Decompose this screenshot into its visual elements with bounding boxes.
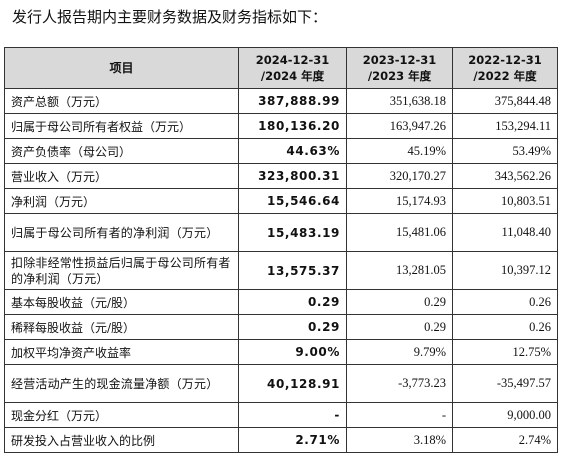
value-2023: 0.29 bbox=[346, 289, 453, 315]
table-row: 归属于母公司所有者的净利润（万元） 15,483.19 15,481.06 11… bbox=[4, 213, 558, 252]
value-2024: 44.63% bbox=[238, 138, 347, 164]
value-2023: 9.79% bbox=[346, 339, 453, 365]
value-2024: 9.00% bbox=[238, 339, 347, 365]
header-2022: 2022-12-31 /2022 年度 bbox=[452, 47, 558, 89]
value-2023: 3.18% bbox=[346, 427, 453, 453]
header-item: 项目 bbox=[4, 47, 239, 89]
header-2024: 2024-12-31 /2024 年度 bbox=[238, 47, 347, 89]
value-2023: 13,281.05 bbox=[346, 251, 453, 290]
value-2023: 15,481.06 bbox=[346, 213, 453, 252]
header-2024-date: 2024-12-31 bbox=[255, 53, 330, 67]
value-2023: - bbox=[346, 402, 453, 428]
intro-text: 发行人报告期内主要财务数据及财务指标如下： bbox=[12, 8, 328, 26]
header-2023-date: 2023-12-31 bbox=[362, 53, 437, 67]
value-2024: 13,575.37 bbox=[238, 251, 347, 290]
row-label: 扣除非经常性损益后归属于母公司所有者的净利润（万元） bbox=[4, 251, 239, 290]
value-2024: 15,546.64 bbox=[238, 188, 347, 214]
value-2022: 2.74% bbox=[452, 427, 558, 453]
value-2022: 53.49% bbox=[452, 138, 558, 164]
value-2023: 320,170.27 bbox=[346, 163, 453, 189]
value-2024: 40,128.91 bbox=[238, 364, 347, 403]
row-label: 净利润（万元） bbox=[4, 188, 239, 214]
table-row: 基本每股收益（元/股） 0.29 0.29 0.26 bbox=[4, 289, 558, 315]
value-2022: -35,497.57 bbox=[452, 364, 558, 403]
row-label: 研发投入占营业收入的比例 bbox=[4, 427, 239, 453]
row-label: 稀释每股收益（元/股） bbox=[4, 314, 239, 340]
value-2023: 45.19% bbox=[346, 138, 453, 164]
table-row: 资产负债率（母公司） 44.63% 45.19% 53.49% bbox=[4, 138, 558, 164]
row-label: 资产负债率（母公司） bbox=[4, 138, 239, 164]
table-row: 归属于母公司所有者权益（万元） 180,136.20 163,947.26 15… bbox=[4, 113, 558, 139]
value-2022: 12.75% bbox=[452, 339, 558, 365]
table-row: 稀释每股收益（元/股） 0.29 0.29 0.26 bbox=[4, 314, 558, 340]
value-2022: 343,562.26 bbox=[452, 163, 558, 189]
value-2022: 11,048.40 bbox=[452, 213, 558, 252]
value-2024: 2.71% bbox=[238, 427, 347, 453]
row-label: 加权平均净资产收益率 bbox=[4, 339, 239, 365]
table-row: 经营活动产生的现金流量净额（万元） 40,128.91 -3,773.23 -3… bbox=[4, 364, 558, 403]
row-label: 资产总额（万元） bbox=[4, 88, 239, 114]
value-2023: 15,174.93 bbox=[346, 188, 453, 214]
value-2023: -3,773.23 bbox=[346, 364, 453, 403]
value-2022: 9,000.00 bbox=[452, 402, 558, 428]
value-2024: 15,483.19 bbox=[238, 213, 347, 252]
row-label: 基本每股收益（元/股） bbox=[4, 289, 239, 315]
value-2024: 0.29 bbox=[238, 314, 347, 340]
value-2022: 153,294.11 bbox=[452, 113, 558, 139]
value-2022: 0.26 bbox=[452, 314, 558, 340]
value-2024: 180,136.20 bbox=[238, 113, 347, 139]
value-2023: 351,638.18 bbox=[346, 88, 453, 114]
table-row: 扣除非经常性损益后归属于母公司所有者的净利润（万元） 13,575.37 13,… bbox=[4, 251, 558, 290]
value-2024: 0.29 bbox=[238, 289, 347, 315]
row-label: 现金分红（万元） bbox=[4, 402, 239, 428]
value-2023: 0.29 bbox=[346, 314, 453, 340]
value-2024: - bbox=[238, 402, 347, 428]
value-2022: 0.26 bbox=[452, 289, 558, 315]
header-2022-date: 2022-12-31 bbox=[468, 53, 542, 67]
table-header-row: 项目 2024-12-31 /2024 年度 2023-12-31 /2023 … bbox=[4, 47, 558, 89]
table-row: 加权平均净资产收益率 9.00% 9.79% 12.75% bbox=[4, 339, 558, 365]
table-row: 现金分红（万元） - - 9,000.00 bbox=[4, 402, 558, 428]
row-label: 归属于母公司所有者权益（万元） bbox=[4, 113, 239, 139]
value-2022: 10,803.51 bbox=[452, 188, 558, 214]
value-2024: 387,888.99 bbox=[238, 88, 347, 114]
header-2022-year: /2022 年度 bbox=[473, 69, 537, 83]
row-label: 归属于母公司所有者的净利润（万元） bbox=[4, 213, 239, 252]
financial-data-table: 项目 2024-12-31 /2024 年度 2023-12-31 /2023 … bbox=[4, 47, 558, 453]
table-row: 资产总额（万元） 387,888.99 351,638.18 375,844.4… bbox=[4, 88, 558, 114]
value-2024: 323,800.31 bbox=[238, 163, 347, 189]
header-2023: 2023-12-31 /2023 年度 bbox=[346, 47, 453, 89]
table-row: 净利润（万元） 15,546.64 15,174.93 10,803.51 bbox=[4, 188, 558, 214]
header-2023-year: /2023 年度 bbox=[367, 69, 432, 83]
value-2023: 163,947.26 bbox=[346, 113, 453, 139]
value-2022: 375,844.48 bbox=[452, 88, 558, 114]
table-row: 研发投入占营业收入的比例 2.71% 3.18% 2.74% bbox=[4, 427, 558, 453]
value-2022: 10,397.12 bbox=[452, 251, 558, 290]
row-label: 营业收入（万元） bbox=[4, 163, 239, 189]
header-2024-year: /2024 年度 bbox=[260, 69, 325, 83]
row-label: 经营活动产生的现金流量净额（万元） bbox=[4, 364, 239, 403]
table-row: 营业收入（万元） 323,800.31 320,170.27 343,562.2… bbox=[4, 163, 558, 189]
